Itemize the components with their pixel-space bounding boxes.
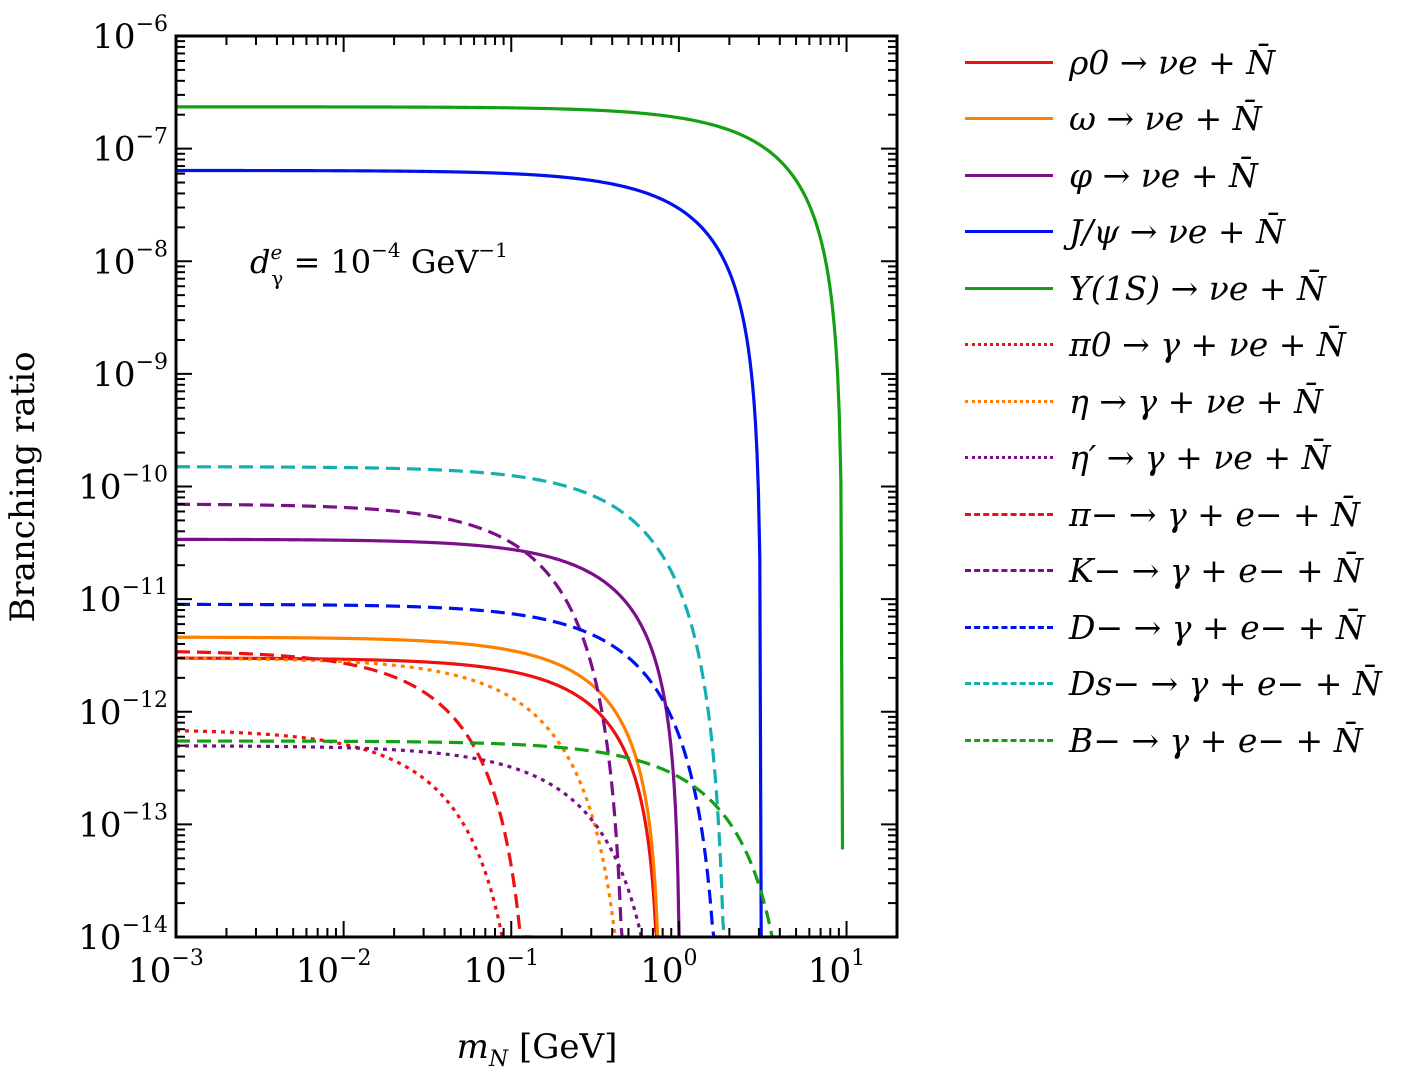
series-line-8 [176,650,536,937]
legend-label-3: J/ψ → νe + N̄ [1069,212,1285,252]
legend-swatch-3 [965,230,1053,234]
axis-ticks [175,35,898,938]
series-line-0 [176,656,661,937]
y-tick-label-1: 10−13 [78,800,168,845]
legend-swatch-12 [965,738,1053,742]
chart-curves [176,105,845,937]
legend-item-2: φ → νe + N̄ [965,147,1405,204]
legend-item-4: Υ(1S) → νe + N̄ [965,260,1405,317]
x-tick-label-3: 100 [640,946,697,991]
legend-label-0: ρ0 → νe + N̄ [1069,42,1276,82]
series-line-5 [176,729,534,937]
y-axis-label: Branching ratio [3,351,43,622]
y-tick-label-4: 10−10 [78,463,168,508]
series-line-12 [176,739,801,937]
series-line-11 [176,465,729,937]
x-tick-label-4: 101 [808,946,865,991]
y-tick-label-2: 10−12 [78,688,168,733]
y-tick-label-6: 10−8 [92,237,168,282]
legend-label-8: π− → γ + e− + N̄ [1069,494,1361,534]
series-line-3 [176,168,763,937]
legend-swatch-4 [965,286,1053,290]
x-axis-label: mN [GeV] [457,1027,618,1072]
legend-item-9: K− → γ + e− + N̄ [965,543,1405,600]
y-tick-label-7: 10−7 [92,125,168,170]
x-tick-label-2: 10−1 [463,946,539,991]
axis-tick-labels: 10−3 10−2 10−1 100 101 10−14 10−13 10−12 10−11 10… [78,12,865,991]
legend-label-5: π0 → γ + νe + N̄ [1069,325,1346,365]
legend-item-0: ρ0 → νe + N̄ [965,34,1405,91]
legend-swatch-10 [965,625,1053,629]
legend-item-7: η′ → γ + νe + N̄ [965,430,1405,487]
series-line-6 [176,656,636,937]
coupling-annotation: de γ = 10−4 GeV−1 [250,238,508,290]
legend-swatch-9 [965,569,1053,573]
y-tick-label-3: 10−11 [78,575,168,620]
legend-item-10: D− → γ + e− + N̄ [965,599,1405,656]
legend-item-3: J/ψ → νe + N̄ [965,204,1405,261]
legend-item-12: B− → γ + e− + N̄ [965,712,1405,769]
legend-swatch-8 [965,512,1053,516]
series-line-4 [176,105,845,850]
series-line-9 [176,502,628,937]
x-tick-label-0: 10−3 [128,946,204,991]
legend-swatch-2 [965,173,1053,177]
legend-label-12: B− → γ + e− + N̄ [1069,720,1363,760]
legend-swatch-11 [965,682,1053,686]
legend-label-11: Ds− → γ + e− + N̄ [1069,664,1382,704]
legend-item-6: η → γ + νe + N̄ [965,373,1405,430]
series-line-2 [176,537,681,937]
legend-label-10: D− → γ + e− + N̄ [1069,607,1365,647]
series-line-7 [176,744,676,937]
legend-item-5: π0 → γ + νe + N̄ [965,317,1405,374]
legend-label-2: φ → νe + N̄ [1069,155,1258,195]
series-line-1 [176,635,662,937]
legend-label-7: η′ → γ + νe + N̄ [1069,438,1331,478]
y-tick-label-5: 10−9 [92,350,168,395]
legend-label-6: η → γ + νe + N̄ [1069,381,1323,421]
legend-swatch-6 [965,399,1053,403]
legend-item-8: π− → γ + e− + N̄ [965,486,1405,543]
legend-swatch-0 [965,60,1053,64]
legend-swatch-1 [965,117,1053,121]
legend-swatch-5 [965,343,1053,347]
legend-label-1: ω → νe + N̄ [1069,99,1262,139]
y-tick-label-0: 10−14 [78,913,168,958]
legend-swatch-7 [965,456,1053,460]
legend-item-1: ω → νe + N̄ [965,91,1405,148]
legend-label-4: Υ(1S) → νe + N̄ [1069,268,1326,308]
legend: ρ0 → νe + N̄ ω → νe + N̄ φ → νe + N̄ J/ψ → … [965,34,1405,769]
series-line-10 [176,602,725,937]
y-tick-label-8: 10−6 [92,12,168,57]
legend-item-11: Ds− → γ + e− + N̄ [965,656,1405,713]
legend-label-9: K− → γ + e− + N̄ [1069,551,1363,591]
x-tick-label-1: 10−2 [296,946,372,991]
